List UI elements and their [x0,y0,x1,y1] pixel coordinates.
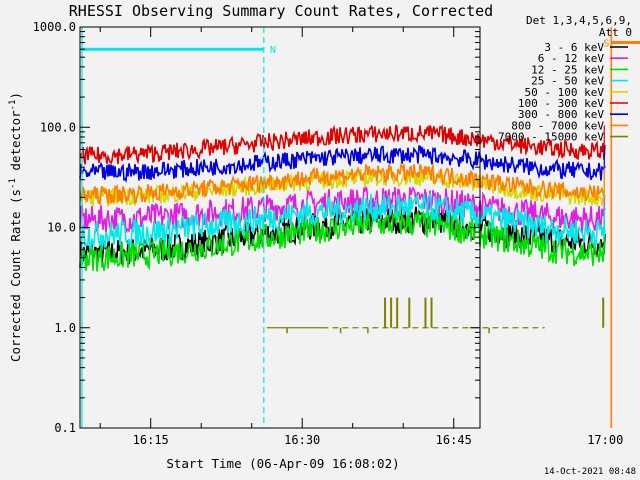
x-axis-label: Start Time (06-Apr-09 16:08:02) [166,456,399,471]
y-axis-label: Corrected Count Rate (s-1 detector-1) [8,92,23,362]
chart-title: RHESSI Observing Summary Count Rates, Co… [69,2,493,20]
series-line-4 [79,191,606,250]
series-line-9 [266,297,605,334]
x-tick-label: 16:15 [133,433,169,447]
legend-entry-label: 7000 - 15000 keV [498,131,604,144]
y-tick-label: 0.1 [54,421,76,435]
y-tick-label: 10.0 [47,221,76,235]
legend-entry-label: 50 - 100 keV [525,86,605,99]
series-line-5 [79,167,606,207]
legend-entry-label: 800 - 7000 keV [511,119,604,132]
series-line-7 [79,145,606,183]
legend-header-line-2: Att 0 [599,26,632,39]
timestamp-label: 14-Oct-2021 08:48 [544,467,636,477]
legend-entry-label: 25 - 50 keV [531,75,604,88]
legend-header-line-1: Det 1,3,4,5,6,9, [526,14,632,27]
legend-entry-label: 300 - 800 keV [518,108,604,121]
legend-entry-label: 3 - 6 keV [544,41,604,54]
y-tick-label: 1.0 [54,321,76,335]
y-tick-label: 1000.0 [33,20,76,34]
y-label-part-3: ) [8,92,23,100]
y-label-part-2: detector [8,110,23,178]
x-tick-label: 16:45 [436,433,472,447]
series-line-8 [79,162,606,206]
y-label-sup-1: -1 [8,178,18,189]
legend-entry-label: 12 - 25 keV [531,63,604,76]
x-tick-label: 16:30 [284,433,320,447]
legend-entry-label: 6 - 12 keV [538,52,605,65]
x-tick-label: 17:00 [587,433,623,447]
legend-entry-label: 100 - 300 keV [518,97,604,110]
flag-label: N [270,45,276,56]
y-tick-label: 100.0 [40,120,76,134]
axes-layer: 0.1 1.0 10.0 100.0 1000.0 16:15 16:30 16:45 17:0… [33,20,624,447]
flag-label: S [603,39,609,50]
series-line-6 [79,124,606,165]
series-layer [79,124,606,334]
y-label-part-1: Corrected Count Rate (s [8,189,23,362]
flags-layer: NS [80,39,640,56]
y-label-sup-2: -1 [8,100,18,111]
